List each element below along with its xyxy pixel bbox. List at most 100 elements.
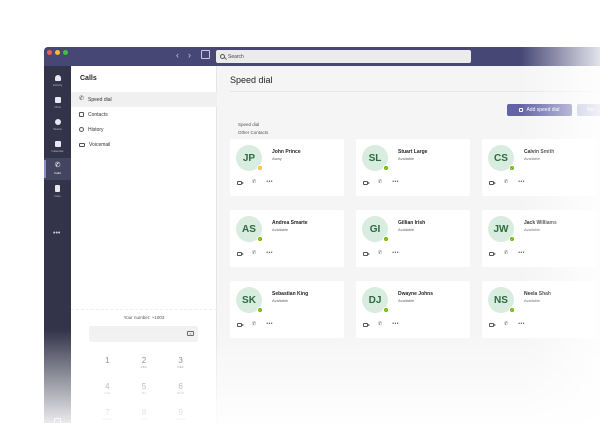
away-status-icon: ◷ (257, 165, 263, 171)
video-call-icon[interactable] (489, 180, 496, 185)
rail-item-calendar[interactable]: Calendar (44, 136, 71, 158)
more-options-icon[interactable]: ••• (266, 321, 273, 327)
contact-card[interactable]: SK ✓ Sebastian King Available ✆ ••• (230, 281, 344, 338)
more-options-icon[interactable]: ••• (266, 250, 273, 256)
phone-call-icon[interactable]: ✆ (252, 179, 257, 185)
contact-card[interactable]: CS ✓ Calvin Smith Available ✆ ••• (482, 139, 596, 196)
rail-label: Calendar (51, 149, 64, 153)
rail-item-files[interactable]: Files (44, 180, 71, 202)
contact-name: Gillian Irish (398, 220, 426, 226)
card-actions: ✆ ••• (489, 251, 525, 256)
more-options-icon[interactable]: ••• (518, 179, 525, 185)
contact-card[interactable]: NS ✓ Neela Shah Available ✆ ••• (482, 281, 596, 338)
rail-item-chat[interactable]: Chat (44, 92, 71, 114)
card-actions: ✆ ••• (363, 180, 399, 185)
more-options-icon[interactable]: ••• (266, 179, 273, 185)
key-9[interactable]: 9 WXYZ (169, 408, 193, 423)
rail-item-teams[interactable]: Teams (44, 114, 71, 136)
add-speed-dial-button[interactable]: Add speed dial (507, 104, 572, 116)
key-3[interactable]: 3 DEF (169, 356, 193, 382)
available-status-icon: ✓ (509, 165, 515, 171)
phone-call-icon[interactable]: ✆ (252, 250, 257, 256)
video-call-icon[interactable] (237, 251, 244, 256)
rail-label: Chat (54, 105, 61, 109)
key-4[interactable]: 4 GHI (95, 382, 119, 408)
avatar: DJ (362, 287, 388, 313)
more-options-icon[interactable]: ••• (392, 179, 399, 185)
phone-call-icon[interactable]: ✆ (252, 321, 257, 327)
rail-item-activity[interactable]: Activity (44, 70, 71, 92)
contact-card[interactable]: AS ✓ Andrea Smarte Available ✆ ••• (230, 210, 344, 267)
more-options-icon[interactable]: ••• (518, 250, 525, 256)
more-options-icon[interactable]: ••• (392, 321, 399, 327)
contact-status: Available (398, 156, 415, 161)
contact-card[interactable]: DJ ✓ Dwayne Johns Available ✆ ••• (356, 281, 470, 338)
more-options-icon[interactable]: ••• (392, 250, 399, 256)
video-call-icon[interactable] (489, 251, 496, 256)
history-nav: ‹ › (176, 50, 191, 60)
apps-store-icon[interactable] (54, 418, 61, 423)
phone-call-icon[interactable]: ✆ (378, 321, 383, 327)
your-number: Your number: +1003 (123, 315, 165, 320)
video-call-icon[interactable] (237, 180, 244, 185)
key-2[interactable]: 2 ABC (132, 356, 156, 382)
key-5[interactable]: 5 JKL (132, 382, 156, 408)
contact-status: Available (398, 298, 415, 303)
phone-call-icon[interactable]: ✆ (378, 250, 383, 256)
rail-label: Files (54, 193, 61, 198)
new-contact-button[interactable]: Ne (577, 104, 600, 116)
phone-icon: ✆ (79, 96, 85, 102)
contact-status: Available (272, 227, 289, 232)
minimize-window-button[interactable] (55, 50, 60, 55)
nav-item-history[interactable]: History (71, 122, 217, 137)
dial-number-input[interactable]: ✕ (89, 326, 198, 342)
contacts-icon (79, 112, 84, 117)
key-6[interactable]: 6 MNO (169, 382, 193, 408)
video-call-icon[interactable] (489, 322, 496, 327)
video-call-icon[interactable] (363, 322, 370, 327)
close-window-button[interactable] (47, 50, 52, 55)
key-1[interactable]: 1 (95, 356, 119, 382)
nav-item-voicemail[interactable]: Voicemail (71, 137, 217, 152)
key-letters: JKL (141, 391, 147, 395)
video-call-icon[interactable] (363, 180, 370, 185)
contact-card[interactable]: GI ✓ Gillian Irish Available ✆ ••• (356, 210, 470, 267)
more-options-icon[interactable]: ••• (518, 321, 525, 327)
phone-call-icon[interactable]: ✆ (378, 179, 383, 185)
key-letters: WXYZ (175, 417, 186, 421)
contact-name: John Prince (272, 149, 301, 155)
backspace-icon[interactable]: ✕ (187, 331, 194, 336)
new-chat-compose-icon[interactable] (201, 50, 210, 59)
key-8[interactable]: 8 TUV (132, 408, 156, 423)
key-7[interactable]: 7 PQRS (95, 408, 119, 423)
contact-name: Jack Williams (524, 220, 557, 226)
maximize-window-button[interactable] (63, 50, 68, 55)
more-apps-icon[interactable]: ••• (53, 230, 61, 237)
card-actions: ✆ ••• (489, 322, 525, 327)
video-call-icon[interactable] (237, 322, 244, 327)
calls-nav: ✆ Speed dial Contacts History Voicemail (71, 92, 217, 152)
key-digit: 8 (141, 408, 147, 417)
available-status-icon: ✓ (383, 165, 389, 171)
contact-card[interactable]: JW ✓ Jack Williams Available ✆ ••• (482, 210, 596, 267)
contact-card[interactable]: JP ◷ John Prince Away ✆ ••• (230, 139, 344, 196)
search-input[interactable]: Search (216, 50, 471, 63)
nav-item-contacts[interactable]: Contacts (71, 107, 217, 122)
key-digit: 7 (105, 408, 110, 417)
card-actions: ✆ ••• (237, 251, 273, 256)
available-status-icon: ✓ (257, 236, 263, 242)
contact-status: Available (524, 298, 541, 303)
rail-item-calls[interactable]: ✆ Calls (44, 158, 71, 180)
contact-card[interactable]: SL ✓ Stuart Large Available ✆ ••• (356, 139, 470, 196)
key-digit: 2 (141, 356, 147, 365)
nav-item-speed-dial[interactable]: ✆ Speed dial (71, 92, 217, 107)
back-arrow-icon[interactable]: ‹ (176, 50, 179, 60)
teams-window: ‹ › Search Activity Chat Teams (44, 47, 600, 423)
search-icon (220, 54, 225, 59)
forward-arrow-icon[interactable]: › (188, 50, 191, 60)
phone-call-icon[interactable]: ✆ (504, 321, 509, 327)
video-call-icon[interactable] (363, 251, 370, 256)
phone-call-icon[interactable]: ✆ (504, 179, 509, 185)
phone-call-icon[interactable]: ✆ (504, 250, 509, 256)
nav-label: Contacts (88, 111, 108, 118)
